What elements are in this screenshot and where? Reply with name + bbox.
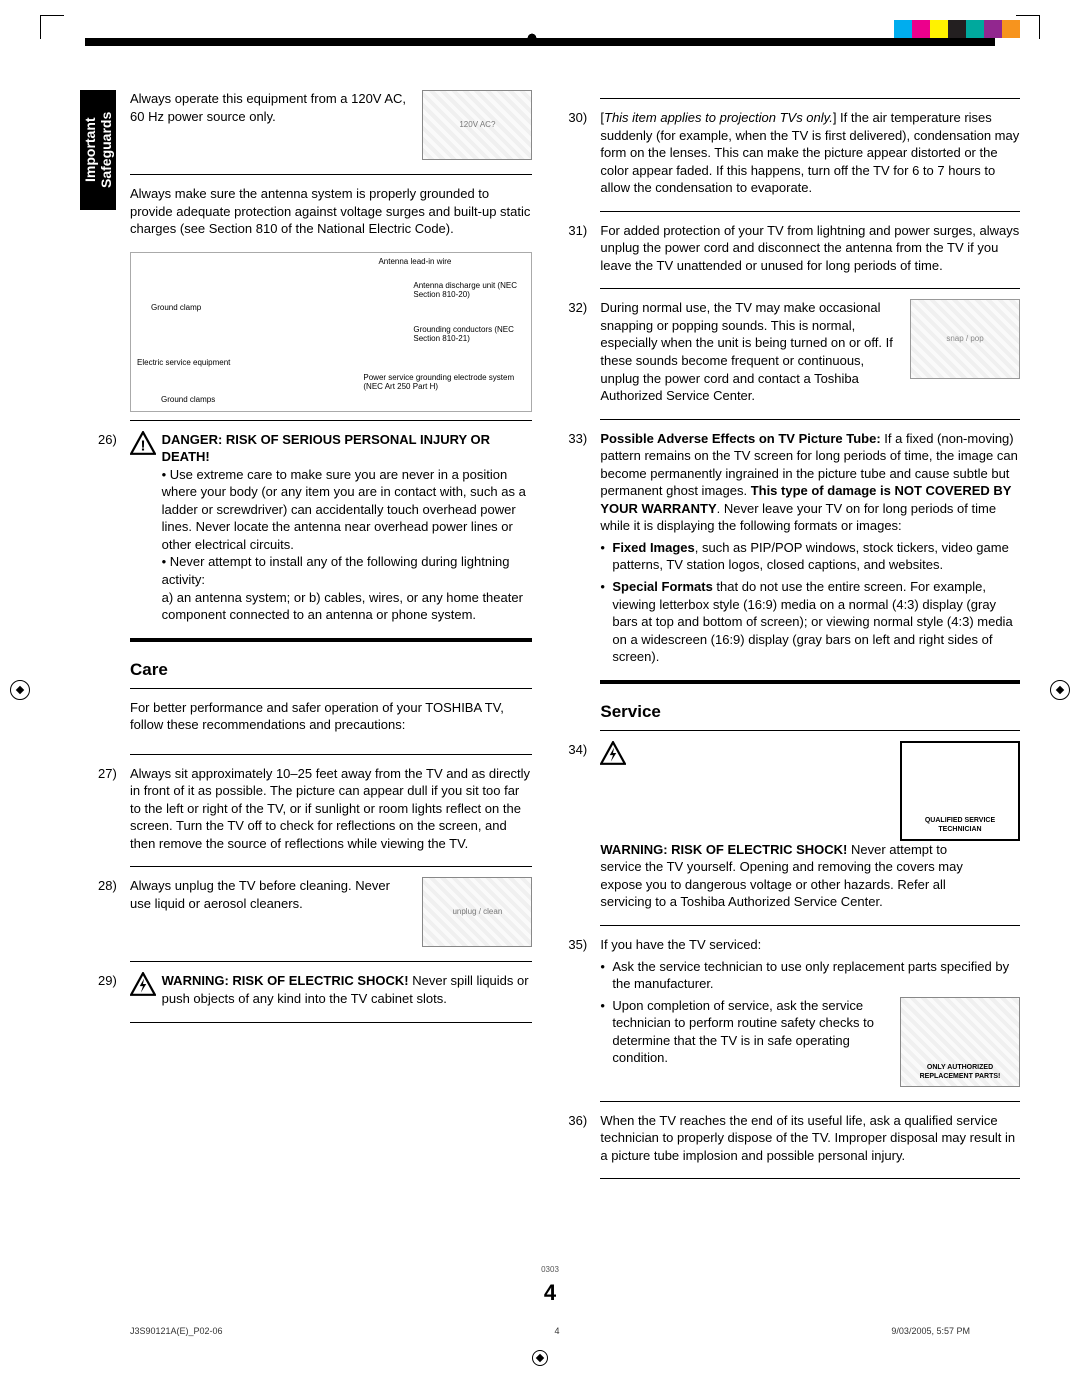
shock-triangle-icon	[600, 741, 628, 770]
item-text: Always sit approximately 10–25 feet away…	[130, 766, 530, 851]
item-36: 36) When the TV reaches the end of its u…	[600, 1112, 1020, 1165]
tiny-code: 0303	[80, 1265, 1020, 1274]
registration-mark-left	[10, 680, 30, 700]
crop-marks	[0, 0, 1080, 60]
color-bar	[894, 20, 1020, 38]
warning-heading: WARNING: RISK OF ELECTRIC SHOCK!	[600, 842, 847, 857]
item-text: Always operate this equipment from a 120…	[130, 91, 406, 124]
item-35: 35) If you have the TV serviced: Ask the…	[600, 936, 1020, 1087]
item-number: 33)	[568, 430, 587, 448]
item-text: Possible Adverse Effects on TV Picture T…	[600, 431, 1017, 534]
item-text: For added protection of your TV from lig…	[600, 223, 1019, 273]
item-29: 29) WARNING: RISK OF ELECTRIC SHOCK! Nev…	[130, 972, 532, 1007]
item-34: QUALIFIED SERVICE TECHNICIAN 34) WARNING…	[600, 741, 1020, 911]
item-27: 27) Always sit approximately 10–25 feet …	[130, 765, 532, 853]
item-text: During normal use, the TV may make occas…	[600, 300, 892, 403]
item-number: 24)	[98, 90, 117, 108]
item-text: When the TV reaches the end of its usefu…	[600, 1113, 1015, 1163]
illustration-120v: 120V AC?	[422, 90, 532, 160]
bullet-safety-checks: Upon completion of service, ask the serv…	[600, 997, 1020, 1067]
registration-mark-bottom	[532, 1350, 548, 1366]
illustration-technician: QUALIFIED SERVICE TECHNICIAN	[900, 741, 1020, 841]
item-number: 27)	[98, 765, 117, 783]
item-24: 120V AC? 24) Always operate this equipme…	[130, 90, 532, 160]
item-33: 33) Possible Adverse Effects on TV Pictu…	[600, 430, 1020, 666]
item-number: 35)	[568, 936, 587, 954]
warning-triangle-icon: !	[130, 431, 158, 460]
bullet-special-formats: Special Formats that do not use the enti…	[600, 578, 1020, 666]
page-number: 4	[80, 1280, 1020, 1306]
warning-heading: WARNING: RISK OF ELECTRIC SHOCK!	[162, 973, 409, 988]
item-26: 26) ! DANGER: RISK OF SERIOUS PERSONAL I…	[130, 431, 532, 624]
registration-mark-right	[1050, 680, 1070, 700]
bullet-replacement-parts: Ask the service technician to use only r…	[600, 958, 1020, 993]
item-number: 34)	[568, 741, 587, 759]
footer: J3S90121A(E)_P02-06 4 9/03/2005, 5:57 PM	[80, 1326, 1020, 1336]
item-text: [This item applies to projection TVs onl…	[600, 110, 1019, 195]
item-25: 25) Always make sure the antenna system …	[130, 185, 532, 238]
item-number: 30)	[568, 109, 587, 127]
section-care-title: Care	[130, 660, 532, 680]
item-28: unplug / clean 28) Always unplug the TV …	[130, 877, 532, 947]
shock-triangle-icon	[130, 972, 158, 1001]
warning-text: • Use extreme care to make sure you are …	[162, 467, 526, 552]
footer-mid: 4	[554, 1326, 559, 1336]
footer-left: J3S90121A(E)_P02-06	[130, 1326, 223, 1336]
item-text: If you have the TV serviced:	[600, 937, 761, 952]
item-number: 26)	[98, 431, 117, 449]
item-number: 29)	[98, 972, 117, 990]
grounding-diagram: Antenna lead-in wire Antenna discharge u…	[130, 252, 532, 412]
item-number: 28)	[98, 877, 117, 895]
footer-right: 9/03/2005, 5:57 PM	[891, 1326, 970, 1336]
warning-text: • Never attempt to install any of the fo…	[162, 554, 510, 587]
item-32: snap / pop 32) During normal use, the TV…	[600, 299, 1020, 404]
item-number: 25)	[98, 185, 117, 203]
item-30: 30) [This item applies to projection TVs…	[600, 109, 1020, 197]
section-service-title: Service	[600, 702, 1020, 722]
item-31: 31) For added protection of your TV from…	[600, 222, 1020, 275]
illustration-snapping: snap / pop	[910, 299, 1020, 379]
item-text: Always make sure the antenna system is p…	[130, 186, 530, 236]
warning-heading: DANGER: RISK OF SERIOUS PERSONAL INJURY …	[162, 432, 490, 465]
item-text: Always unplug the TV before cleaning. Ne…	[130, 878, 390, 911]
care-intro: For better performance and safer operati…	[130, 699, 532, 734]
illustration-unplug: unplug / clean	[422, 877, 532, 947]
item-number: 36)	[568, 1112, 587, 1130]
page-content: ImportantSafeguards 120V AC? 24) Always …	[80, 90, 1020, 1336]
item-number: 32)	[568, 299, 587, 317]
bullet-fixed-images: Fixed Images, such as PIP/POP windows, s…	[600, 539, 1020, 574]
warning-text: a) an antenna system; or b) cables, wire…	[162, 590, 523, 623]
item-number: 31)	[568, 222, 587, 240]
svg-text:!: !	[140, 437, 145, 454]
